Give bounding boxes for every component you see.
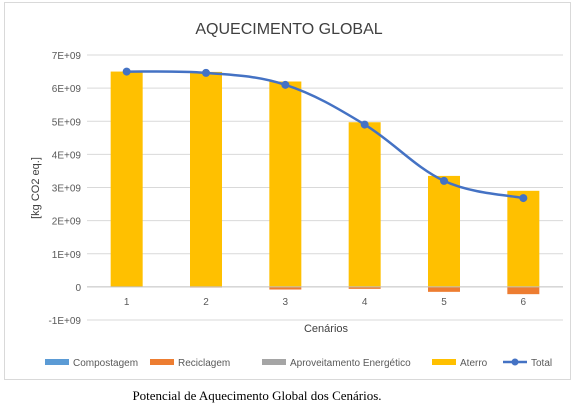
bar-reciclagem-3 [269, 286, 302, 290]
x-tick-labels: 1 2 3 4 5 6 [124, 297, 527, 308]
x-axis-label: Cenários [304, 323, 349, 335]
total-point-3 [281, 80, 290, 89]
y-tick-label: 6E+09 [52, 84, 82, 95]
legend: Compostagem Reciclagem Aproveitamento Ener… [45, 358, 552, 369]
legend-label-aterro: Aterro [460, 358, 488, 369]
x-tick-label: 5 [441, 297, 447, 308]
figure-caption: Potencial de Aquecimento Global dos Cená… [132, 388, 382, 403]
legend-label-total: Total [531, 358, 552, 369]
bar-aterro-1 [110, 71, 143, 287]
chart-frame: -1E+09 0 1E+09 2E+09 3E+09 4E+09 5E+09 6E+09 7E+… [4, 2, 571, 380]
bar-reciclagem-4 [348, 286, 381, 289]
x-tick-label: 4 [362, 297, 368, 308]
total-line [122, 67, 528, 203]
bar-aterro-2 [190, 71, 222, 287]
y-tick-label: 7E+09 [52, 51, 82, 62]
x-tick-label: 3 [283, 297, 289, 308]
x-tick-label: 2 [203, 297, 209, 308]
legend-label-reciclagem: Reciclagem [178, 358, 230, 369]
y-tick-label: 3E+09 [52, 184, 82, 195]
bar-aterro-5 [428, 175, 460, 287]
total-point-1 [122, 67, 131, 76]
y-tick-label: 4E+09 [52, 150, 82, 161]
bar-reciclagem-6 [507, 286, 540, 295]
y-tick-label: 2E+09 [52, 217, 82, 228]
chart-svg: -1E+09 0 1E+09 2E+09 3E+09 4E+09 5E+09 6E+09 7E+… [30, 21, 563, 369]
x-tick-label: 1 [124, 297, 130, 308]
bar-aterro-3 [269, 81, 302, 287]
chart-title: AQUECIMENTO GLOBAL [195, 21, 382, 38]
legend-swatch-compostagem [45, 359, 69, 365]
total-point-4 [360, 120, 369, 129]
y-tick-label: 1E+09 [52, 250, 82, 261]
legend-swatch-aterro [432, 359, 456, 365]
y-axis-label: [kg CO2 eq.] [30, 157, 42, 219]
legend-swatch-aproveitamento-energ-tico [262, 359, 286, 365]
y-tick-label: -1E+09 [48, 316, 81, 327]
y-tick-labels: -1E+09 0 1E+09 2E+09 3E+09 4E+09 5E+09 6E+09 7E+… [48, 51, 81, 327]
bar-reciclagem-5 [428, 286, 460, 292]
gridlines [87, 54, 563, 321]
bar-aterro-4 [348, 122, 381, 287]
total-point-2 [202, 68, 210, 77]
bar-aterro-6 [507, 190, 540, 287]
legend-swatch-reciclagem [150, 359, 174, 365]
y-tick-label: 0 [75, 283, 81, 294]
y-tick-label: 5E+09 [52, 117, 82, 128]
legend-label-aproveitamento-energ-tico: Aproveitamento Energético [290, 358, 411, 369]
total-line-path [126, 70, 524, 200]
total-point-5 [440, 176, 448, 185]
x-tick-label: 6 [521, 297, 527, 308]
legend-marker-total [511, 358, 519, 366]
bars [110, 71, 540, 295]
total-point-6 [519, 194, 528, 203]
legend-label-compostagem: Compostagem [73, 358, 138, 369]
